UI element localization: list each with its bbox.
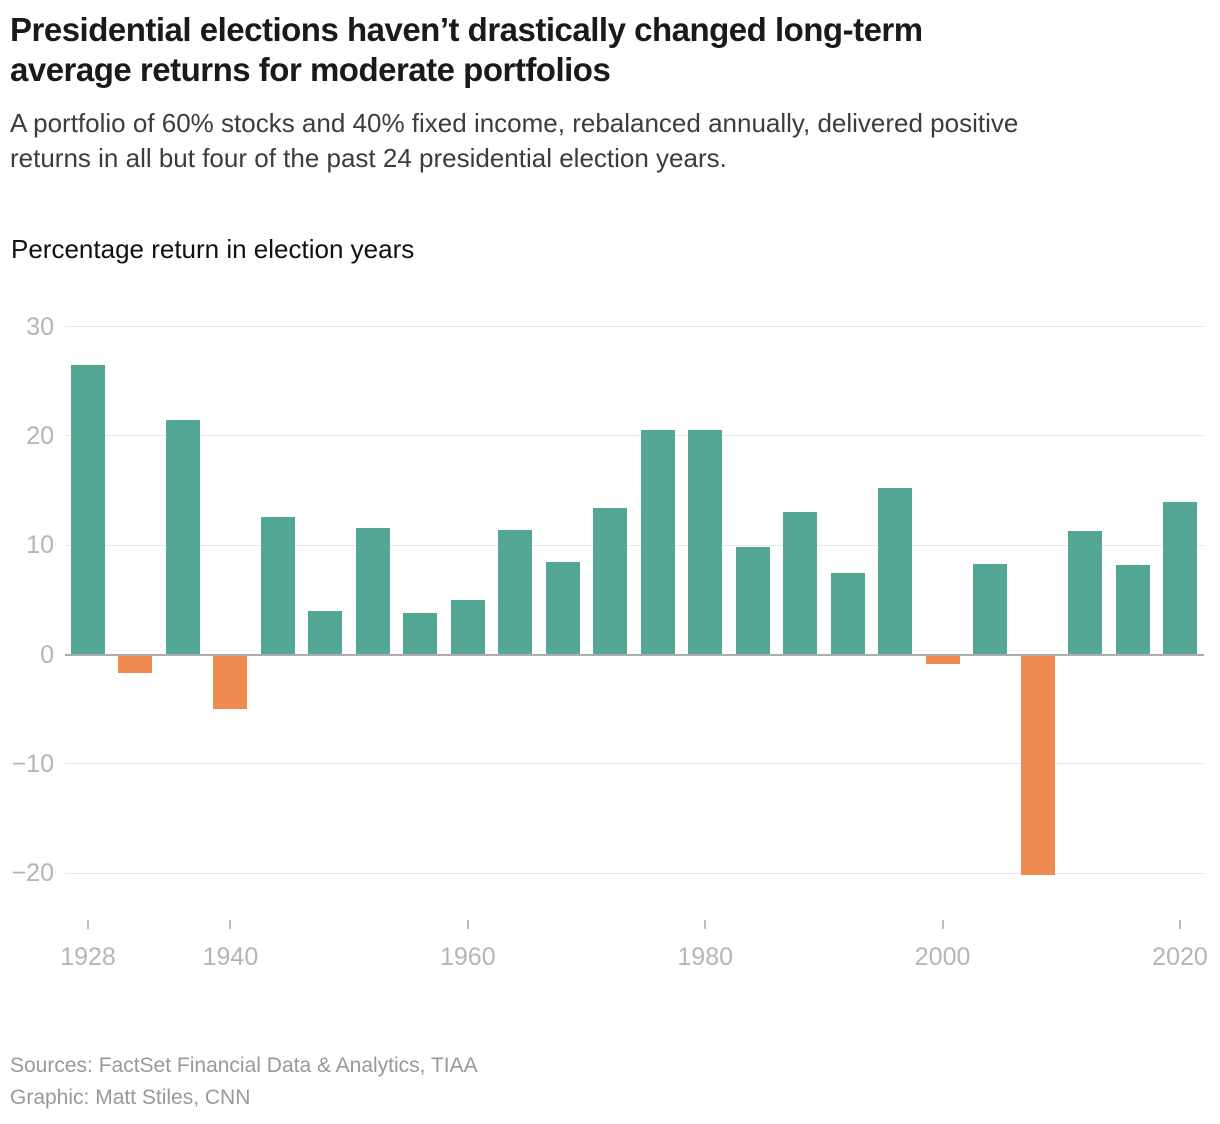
chart-title: Percentage return in election years: [11, 234, 415, 264]
bar-1976: [640, 430, 675, 655]
bar-2020: [1162, 501, 1197, 655]
bar-2008: [1020, 655, 1055, 876]
y-axis-label-−20: −20: [11, 859, 54, 888]
bar-1952: [355, 527, 390, 655]
y-axis-label-20: 20: [26, 421, 54, 450]
bar-1940: [213, 655, 248, 710]
bar-1980: [688, 430, 723, 655]
x-axis-tick-1980: [704, 920, 707, 929]
bar-1956: [403, 612, 438, 655]
bar-1992: [830, 572, 865, 655]
bar-1988: [783, 512, 818, 655]
chart-subtitle-line-1: A portfolio of 60% stocks and 40% fixed …: [10, 108, 1019, 138]
chart-subtitle: A portfolio of 60% stocks and 40% fixed …: [10, 106, 1018, 176]
bar-1948: [308, 610, 343, 655]
gridline-−10: [65, 763, 1204, 765]
bar-1996: [878, 488, 913, 655]
source-line: Sources: FactSet Financial Data & Analyt…: [10, 1054, 478, 1077]
x-axis-label-1960: 1960: [440, 943, 496, 971]
x-axis-tick-1940: [229, 920, 232, 929]
gridline-−20: [65, 872, 1204, 874]
zero-baseline: [65, 653, 1204, 656]
bar-1964: [498, 529, 533, 655]
bar-1932: [118, 655, 153, 673]
bar-1928: [71, 364, 105, 655]
bar-1960: [450, 599, 485, 655]
gridline-30: [65, 326, 1204, 328]
bar-chart-plot-area: 30 20 10 0 −10 −20 1928 1940 1960 1980 2000 2020: [11, 312, 1208, 971]
x-axis-label-1940: 1940: [202, 943, 259, 971]
x-axis-tick-1960: [466, 920, 469, 929]
bar-2000: [925, 655, 960, 665]
bar-1984: [735, 547, 770, 655]
page-title-line-1: Presidential elections haven’t drastical…: [10, 11, 923, 48]
x-axis-label-2000: 2000: [914, 943, 971, 971]
bar-1944: [260, 516, 295, 655]
bar-2016: [1115, 564, 1150, 655]
y-axis-label-−10: −10: [11, 749, 54, 778]
bar-2004: [973, 563, 1008, 655]
gridline-10: [65, 544, 1204, 546]
x-axis-tick-2000: [941, 920, 944, 929]
x-axis-tick-2020: [1178, 920, 1181, 929]
bar-2012: [1068, 531, 1103, 655]
x-axis-tick-1928: [87, 920, 89, 929]
y-axis-label-10: 10: [26, 531, 54, 560]
gridline-20: [65, 435, 1204, 437]
credit-line: Graphic: Matt Stiles, CNN: [10, 1086, 251, 1109]
page-title: Presidential elections haven’t drastical…: [10, 10, 923, 90]
bar-1968: [545, 561, 580, 655]
page-title-line-2: average returns for moderate portfolios: [10, 51, 611, 88]
x-axis-label-1928: 1928: [60, 943, 116, 971]
bar-1936: [165, 419, 200, 655]
chart-subtitle-line-2: returns in all but four of the past 24 p…: [10, 143, 727, 173]
x-axis-label-2020: 2020: [1152, 943, 1208, 971]
footer: Sources: FactSet Financial Data & Analyt…: [10, 1050, 478, 1114]
y-axis-label-30: 30: [26, 312, 54, 341]
bar-1972: [593, 508, 628, 655]
y-axis-label-0: 0: [40, 640, 54, 669]
x-axis-label-1980: 1980: [677, 943, 734, 971]
